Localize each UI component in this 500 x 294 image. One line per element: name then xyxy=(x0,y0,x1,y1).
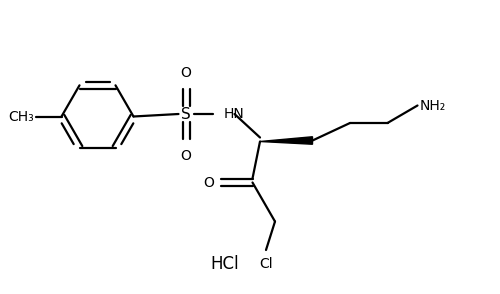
Text: S: S xyxy=(181,106,191,121)
Text: O: O xyxy=(203,176,214,190)
Text: HN: HN xyxy=(224,107,244,121)
Text: Cl: Cl xyxy=(259,256,273,270)
Polygon shape xyxy=(260,137,312,144)
Text: CH₃: CH₃ xyxy=(8,109,34,123)
Text: O: O xyxy=(180,148,192,163)
Text: NH₂: NH₂ xyxy=(420,98,446,113)
Text: HCl: HCl xyxy=(210,255,240,273)
Text: O: O xyxy=(180,66,192,79)
